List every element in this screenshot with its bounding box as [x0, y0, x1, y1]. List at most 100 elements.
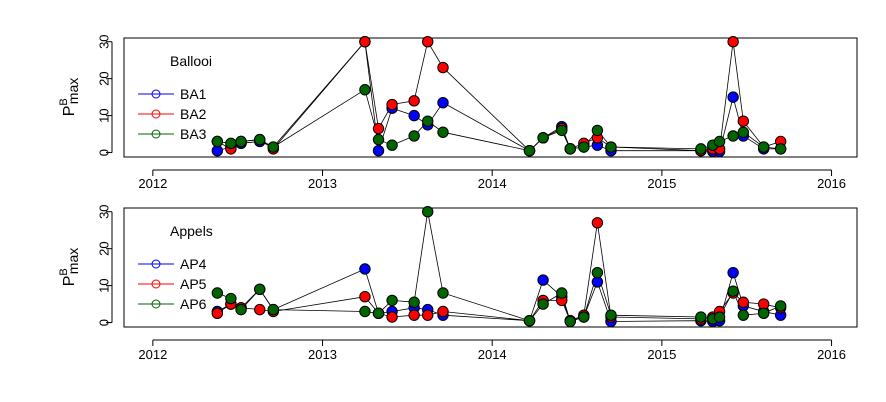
y-label-subscript: max — [65, 78, 81, 104]
data-point-BA1 — [408, 109, 420, 122]
data-point-AP5 — [737, 296, 750, 308]
data-point-BA3 — [437, 126, 449, 138]
data-point-BA3 — [727, 130, 739, 142]
y-tick-label: 30 — [97, 34, 112, 48]
data-point-AP5 — [254, 303, 266, 316]
y-label-subscript: max — [65, 248, 81, 274]
data-point-BA3 — [235, 135, 247, 148]
data-point-BA3 — [267, 141, 280, 153]
data-point-AP5 — [422, 309, 434, 321]
data-point-BA2 — [359, 35, 371, 48]
data-point-AP6 — [523, 315, 536, 327]
data-point-AP6 — [235, 303, 247, 316]
y-tick-label: 30 — [97, 204, 112, 218]
legend-label-AP6: AP6 — [180, 296, 207, 312]
chart-panel-2: 0 10 20 30 2012 2013 2014 2015 2016 PBmax Appels AP… — [58, 204, 858, 362]
data-point-BA2 — [422, 35, 434, 48]
data-point-BA1 — [437, 96, 449, 109]
y-label-superscript: B — [58, 268, 70, 275]
data-point-AP6 — [537, 298, 549, 310]
data-point-BA3 — [737, 126, 750, 138]
legend-marker-AP6 — [151, 299, 161, 309]
data-point-AP6 — [386, 294, 398, 307]
data-point-AP5 — [386, 311, 398, 323]
legend-marker-BA1 — [151, 89, 161, 99]
data-point-AP6 — [757, 307, 770, 320]
data-point-AP6 — [408, 296, 420, 308]
y-tick-label: 0 — [97, 149, 112, 156]
legend-label-BA3: BA3 — [180, 126, 207, 142]
data-point-BA2 — [372, 122, 385, 135]
data-point-AP6 — [225, 292, 237, 305]
y-tick-label: 10 — [97, 278, 112, 292]
data-point-BA3 — [556, 124, 568, 137]
y-label-base: P — [61, 276, 78, 287]
data-point-AP6 — [591, 266, 604, 279]
data-point-AP6 — [713, 311, 726, 323]
y-tick-label: 10 — [97, 108, 112, 122]
data-point-AP6 — [372, 307, 385, 320]
data-point-BA1 — [727, 91, 739, 103]
chart-panel-1: 0 10 20 30 2012 2013 2014 2015 2016 PBmax Ballooi B… — [58, 34, 858, 191]
data-point-BA1 — [372, 145, 385, 157]
legend-marker-BA2 — [151, 109, 161, 119]
data-point-BA3 — [713, 135, 726, 148]
data-point-BA2 — [737, 115, 750, 127]
x-tick-label: 2014 — [478, 176, 507, 191]
data-point-BA3 — [408, 130, 420, 142]
legend-label-AP5: AP5 — [180, 276, 207, 292]
data-point-AP6 — [774, 300, 787, 312]
legend-marker-AP4 — [151, 259, 161, 269]
data-point-BA3 — [757, 141, 770, 153]
x-tick-label: 2014 — [478, 347, 507, 362]
x-tick-label: 2015 — [647, 347, 676, 362]
data-point-AP6 — [422, 205, 434, 218]
data-point-AP6 — [695, 311, 707, 323]
data-point-BA3 — [605, 141, 617, 153]
data-point-AP4 — [359, 263, 371, 275]
data-point-BA3 — [523, 145, 536, 157]
data-point-AP6 — [359, 305, 371, 318]
y-label-base: P — [61, 106, 78, 117]
data-point-AP5 — [408, 309, 420, 321]
y-axis-label: PBmax — [58, 78, 81, 116]
data-point-BA2 — [437, 61, 449, 74]
data-point-AP5 — [437, 305, 449, 318]
data-point-AP4 — [727, 266, 739, 279]
data-point-BA3 — [372, 133, 385, 146]
plot-frame — [123, 37, 858, 158]
plot-frame — [123, 207, 858, 328]
data-point-AP5 — [211, 307, 224, 320]
legend-label-BA1: BA1 — [180, 86, 207, 102]
data-point-AP6 — [605, 309, 617, 321]
data-point-AP4 — [537, 274, 549, 286]
y-label-superscript: B — [58, 98, 70, 105]
y-tick-label: 0 — [97, 319, 112, 326]
y-tick-label: 20 — [97, 241, 112, 255]
data-point-BA3 — [359, 84, 371, 96]
data-point-BA3 — [578, 141, 590, 153]
x-tick-label: 2016 — [817, 347, 846, 362]
data-point-BA3 — [564, 143, 576, 155]
data-point-BA3 — [695, 143, 707, 155]
panel-title: Appels — [170, 223, 213, 239]
x-tick-label: 2015 — [647, 176, 676, 191]
data-point-BA2 — [408, 95, 420, 107]
legend-marker-AP5 — [151, 279, 161, 289]
data-point-AP6 — [437, 287, 449, 299]
data-point-BA3 — [254, 133, 266, 146]
data-point-AP6 — [211, 287, 224, 299]
x-tick-label: 2012 — [138, 347, 167, 362]
x-tick-label: 2013 — [308, 176, 337, 191]
legend-marker-BA3 — [151, 129, 161, 139]
x-tick-label: 2012 — [138, 176, 167, 191]
data-point-BA3 — [774, 143, 787, 155]
data-point-AP6 — [254, 283, 266, 296]
data-point-AP6 — [737, 309, 750, 321]
x-tick-label: 2013 — [308, 347, 337, 362]
y-tick-label: 20 — [97, 71, 112, 85]
data-point-BA2 — [386, 98, 398, 111]
data-point-BA3 — [537, 132, 549, 144]
